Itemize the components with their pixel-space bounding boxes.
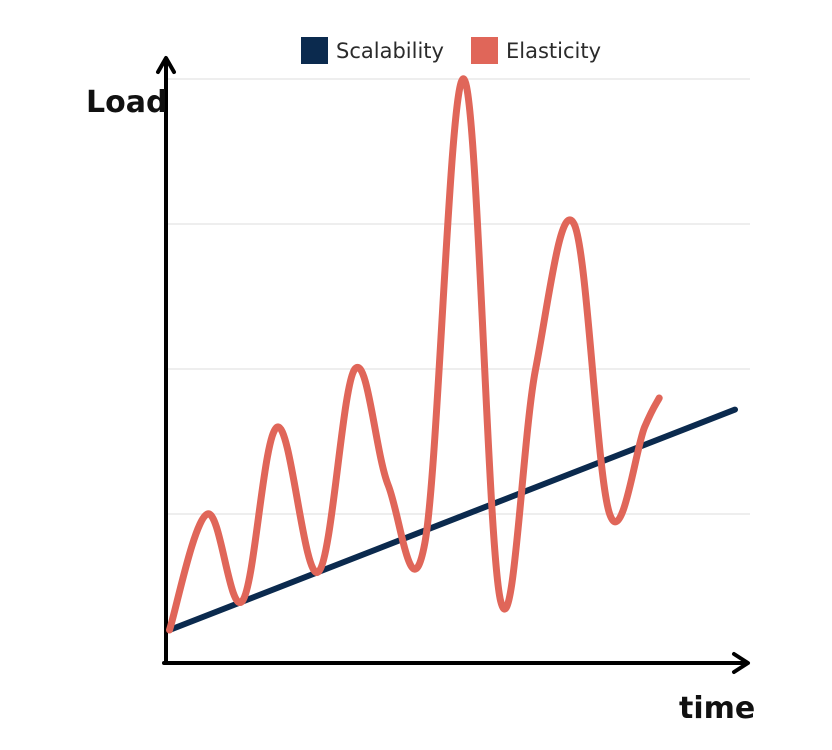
x-axis-label: time — [679, 691, 755, 726]
legend-swatch-scalability — [301, 37, 328, 64]
legend: Scalability Elasticity — [301, 37, 601, 64]
series-line-elasticity — [165, 75, 663, 634]
x-axis-arrow-icon — [732, 652, 750, 674]
legend-label-elasticity: Elasticity — [506, 39, 601, 63]
y-axis-arrow-icon — [156, 56, 176, 74]
legend-label-scalability: Scalability — [336, 39, 444, 63]
y-axis-label: Load — [86, 85, 167, 120]
series-line-scalability — [166, 406, 738, 633]
gridlines — [168, 78, 750, 515]
series-layer — [165, 75, 738, 634]
axes — [156, 56, 750, 674]
legend-swatch-elasticity — [471, 37, 498, 64]
